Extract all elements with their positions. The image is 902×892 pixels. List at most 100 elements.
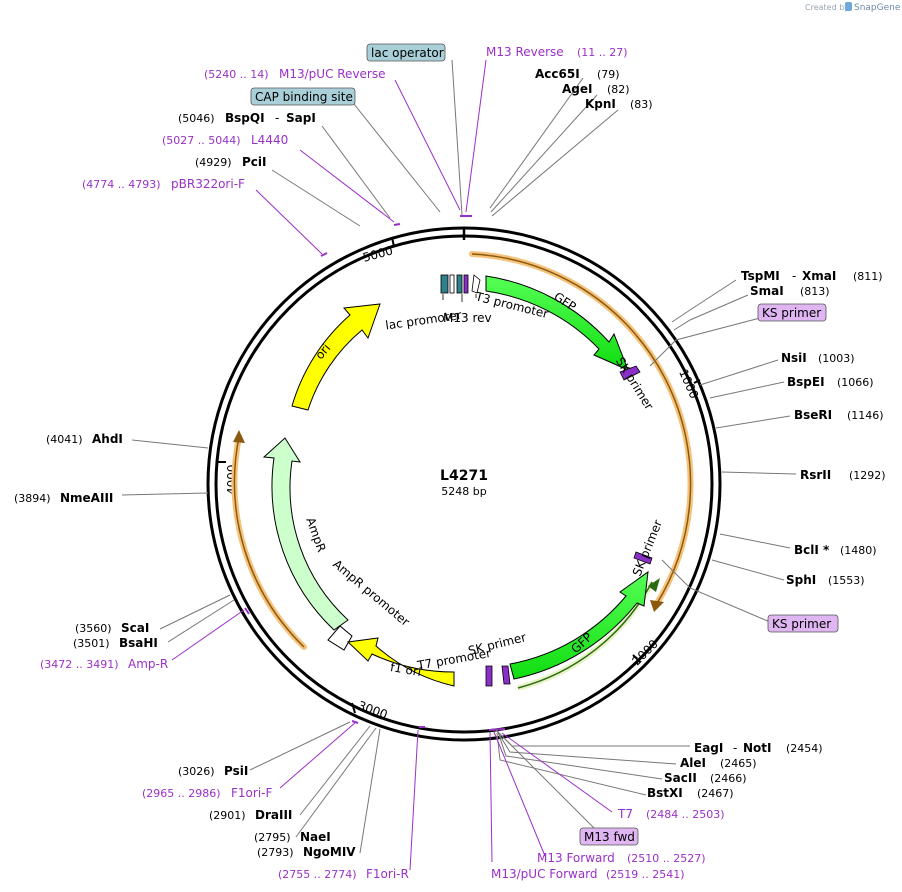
ampr-promoter-feature bbox=[327, 625, 353, 651]
enzyme-name: EagI bbox=[694, 741, 723, 755]
primer-l4440[interactable]: (5027 .. 5044) L4440 bbox=[162, 133, 288, 147]
enzyme-separator: - bbox=[733, 741, 737, 755]
enzyme-pos: (1003) bbox=[818, 352, 855, 365]
enzyme-name: PciI bbox=[242, 155, 267, 169]
primer-amp-r[interactable]: (3472 .. 3491) Amp-R bbox=[40, 657, 168, 671]
enzyme-bcli[interactable]: BclI * (1480) bbox=[794, 543, 877, 557]
enzyme-beseri[interactable]: BseRI (1146) bbox=[794, 408, 884, 422]
lac-operator-feature bbox=[456, 274, 463, 294]
enzyme-pos: (1292) bbox=[849, 469, 886, 482]
enzyme-sacii[interactable]: SacII (2466) bbox=[664, 771, 747, 785]
lac-operator-label-box[interactable]: lac operator bbox=[366, 43, 446, 62]
enzyme-pos: (3026) bbox=[178, 765, 215, 778]
m13-fwd-label-box[interactable]: M13 fwd bbox=[579, 827, 639, 846]
enzyme-eagi-noti[interactable]: EagI - NotI (2454) bbox=[694, 741, 823, 755]
orf-band-bottom-arrow-icon bbox=[648, 578, 660, 592]
enzyme-agei[interactable]: AgeI (82) bbox=[562, 82, 630, 96]
primer-range: (2519 .. 2541) bbox=[606, 868, 685, 881]
primer-range: (5240 .. 14) bbox=[204, 68, 269, 81]
t7-promoter-feature bbox=[485, 665, 493, 687]
primer-name: L4440 bbox=[251, 133, 288, 147]
sk-primer-feature-2 bbox=[633, 551, 653, 565]
enzyme-name: RsrII bbox=[800, 468, 831, 482]
sk-primer-feature-1 bbox=[619, 365, 641, 381]
enzyme-smai[interactable]: SmaI (813) bbox=[750, 284, 830, 298]
primer-name: T7 bbox=[617, 807, 633, 821]
ks-primer-label-box-1[interactable]: KS primer bbox=[757, 303, 827, 322]
enzyme-bspei[interactable]: BspEI (1066) bbox=[787, 375, 874, 389]
enzyme-draiii[interactable]: (2901) DraIII bbox=[209, 808, 292, 822]
enzyme-psii[interactable]: (3026) PsiI bbox=[178, 764, 248, 778]
enzyme-kpni[interactable]: KpnI (83) bbox=[585, 97, 653, 111]
enzyme-bspqi-sapi[interactable]: (5046) BspQI - SapI bbox=[178, 111, 316, 125]
snapgene-logo-icon bbox=[845, 2, 852, 11]
enzyme-scai[interactable]: (3560) ScaI bbox=[75, 621, 149, 635]
gfp-feature-top bbox=[485, 275, 629, 371]
enzyme-name: SphI bbox=[786, 573, 816, 587]
enzyme-name: ScaI bbox=[121, 621, 149, 635]
primer-f1ori-f[interactable]: (2965 .. 2986) F1ori-F bbox=[142, 786, 272, 800]
enzyme-pos: (811) bbox=[853, 270, 883, 283]
enzyme-naei[interactable]: (2795) NaeI bbox=[254, 830, 331, 844]
primer-m13-forward[interactable]: M13 Forward (2510 .. 2527) bbox=[537, 851, 706, 865]
credit-brand: SnapGene bbox=[854, 3, 901, 13]
sk-primer-label-1: SK primer bbox=[613, 355, 656, 413]
primer-m13puc-reverse[interactable]: (5240 .. 14) M13/pUC Reverse bbox=[204, 67, 386, 81]
enzyme-pos: (4929) bbox=[195, 156, 232, 169]
enzyme-name: DraIII bbox=[255, 808, 292, 822]
enzyme-name: NaeI bbox=[300, 830, 331, 844]
primer-t7[interactable]: T7 (2484 .. 2503) bbox=[617, 807, 725, 821]
enzyme-pcii[interactable]: (4929) PciI bbox=[195, 155, 267, 169]
enzyme-bstxi[interactable]: BstXI (2467) bbox=[647, 786, 734, 800]
enzyme-leader-lines bbox=[121, 77, 797, 854]
enzyme-ahdi[interactable]: (4041) AhdI bbox=[46, 432, 123, 446]
credit-prefix: Created by bbox=[805, 3, 849, 12]
t7-promoter-label: T7 promoter bbox=[415, 646, 492, 673]
primer-mark-f1orif bbox=[351, 720, 359, 724]
enzyme-pos: (3894) bbox=[14, 492, 51, 505]
enzyme-name: BsaHI bbox=[119, 636, 158, 650]
box-leader-lines bbox=[353, 59, 771, 831]
ks-primer-label-box-2[interactable]: KS primer bbox=[767, 614, 839, 633]
ori-feature bbox=[291, 303, 381, 411]
m13-rev-feature bbox=[463, 274, 469, 294]
orf-band-left-arrow-icon bbox=[233, 430, 245, 443]
tick-1000 bbox=[693, 379, 701, 384]
enzyme-nmeaiii[interactable]: (3894) NmeAIII bbox=[14, 491, 113, 505]
enzyme-pos: (1066) bbox=[837, 376, 874, 389]
enzyme-sphi[interactable]: SphI (1553) bbox=[786, 573, 865, 587]
primer-range: (5027 .. 5044) bbox=[162, 134, 241, 147]
enzyme-pos: (83) bbox=[630, 98, 653, 111]
cap-binding-site-label-box[interactable]: CAP binding site bbox=[250, 87, 356, 106]
enzyme-ngomiv[interactable]: (2793) NgoMIV bbox=[257, 845, 356, 859]
enzyme-pos: (79) bbox=[597, 68, 620, 81]
enzyme-pos: (1553) bbox=[828, 574, 865, 587]
orf-band-left-core bbox=[233, 436, 305, 648]
primer-f1ori-r[interactable]: (2755 .. 2774) F1ori-R bbox=[278, 867, 409, 881]
tick-2000 bbox=[632, 654, 641, 663]
plasmid-length: 5248 bp bbox=[441, 485, 486, 498]
enzyme-pos: (813) bbox=[800, 285, 830, 298]
enzyme-name: AgeI bbox=[562, 82, 592, 96]
enzyme-nsii[interactable]: NsiI (1003) bbox=[781, 351, 855, 365]
enzyme-name: KpnI bbox=[585, 97, 616, 111]
primer-pbr322ori-f[interactable]: (4774 .. 4793) pBR322ori-F bbox=[82, 177, 245, 191]
enzyme-rsrii[interactable]: RsrII (1292) bbox=[800, 468, 886, 482]
primer-m13puc-forward[interactable]: M13/pUC Forward (2519 .. 2541) bbox=[491, 867, 685, 881]
primer-range: (2755 .. 2774) bbox=[278, 868, 357, 881]
primer-leader-lines bbox=[171, 59, 613, 871]
enzyme-name-2: SapI bbox=[286, 111, 316, 125]
primer-m13-reverse[interactable]: M13 Reverse (11 .. 27) bbox=[486, 45, 628, 59]
tick-label-1000: 1000 bbox=[676, 367, 701, 401]
gfp-feature-bottom bbox=[509, 570, 649, 680]
enzyme-tspmi-xmai[interactable]: TspMI - XmaI (811) bbox=[741, 269, 883, 283]
enzyme-bsahi[interactable]: (3501) BsaHI bbox=[73, 636, 158, 650]
primer-name: pBR322ori-F bbox=[171, 177, 245, 191]
enzyme-alei[interactable]: AleI (2465) bbox=[680, 756, 757, 770]
enzyme-acc65i[interactable]: Acc65I (79) bbox=[535, 67, 620, 81]
cap-binding-site-label: CAP binding site bbox=[255, 90, 353, 104]
orf-band-top-core bbox=[471, 253, 692, 606]
enzyme-pos: (2466) bbox=[710, 772, 747, 785]
primer-range: (11 .. 27) bbox=[577, 46, 628, 59]
